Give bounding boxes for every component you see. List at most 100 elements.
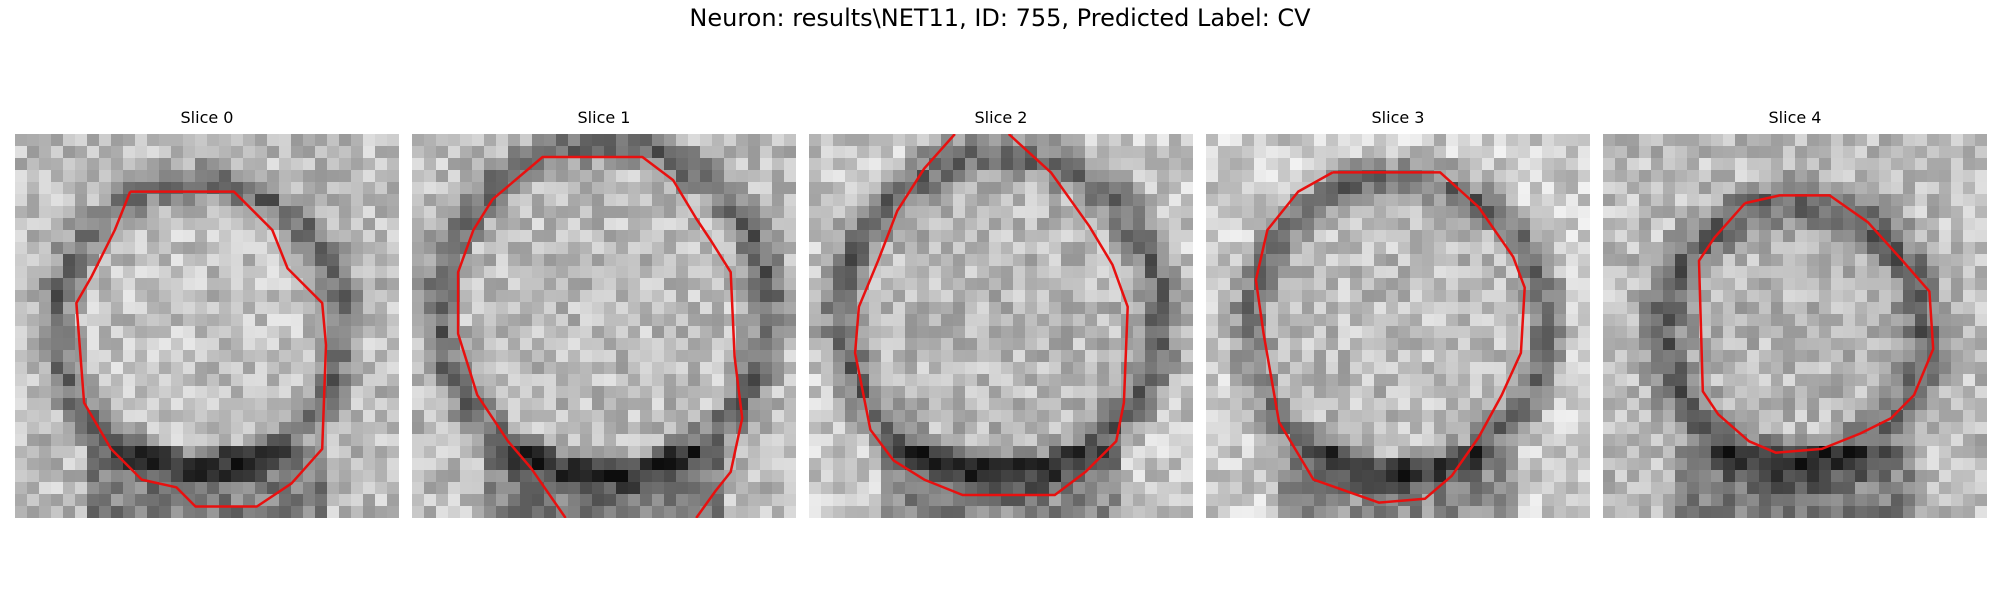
image-pixel xyxy=(1711,434,1724,447)
image-pixel xyxy=(1494,314,1507,327)
image-pixel xyxy=(1157,410,1170,423)
image-pixel xyxy=(1831,290,1844,303)
image-pixel xyxy=(195,446,208,459)
image-pixel xyxy=(833,422,846,435)
image-pixel xyxy=(1603,374,1616,387)
image-pixel xyxy=(1566,302,1579,315)
image-pixel xyxy=(303,266,316,279)
image-pixel xyxy=(496,398,509,411)
image-pixel xyxy=(15,338,28,351)
image-pixel xyxy=(63,446,76,459)
image-pixel xyxy=(1615,290,1628,303)
image-pixel xyxy=(436,398,449,411)
image-pixel xyxy=(1254,134,1267,147)
image-pixel xyxy=(448,338,461,351)
image-pixel xyxy=(1145,314,1158,327)
image-pixel xyxy=(688,434,701,447)
image-pixel xyxy=(1001,470,1014,483)
image-pixel xyxy=(1639,194,1652,207)
image-pixel xyxy=(412,398,425,411)
image-pixel xyxy=(1843,422,1856,435)
image-pixel xyxy=(424,470,437,483)
image-pixel xyxy=(207,350,220,363)
image-pixel xyxy=(1266,314,1279,327)
image-pixel xyxy=(965,302,978,315)
image-pixel xyxy=(760,230,773,243)
image-pixel xyxy=(953,494,966,507)
image-pixel xyxy=(1422,482,1435,495)
image-pixel xyxy=(724,374,737,387)
image-pixel xyxy=(941,470,954,483)
image-pixel xyxy=(135,134,148,147)
image-pixel xyxy=(460,458,473,471)
image-pixel xyxy=(1783,398,1796,411)
image-pixel xyxy=(1314,230,1327,243)
image-pixel xyxy=(1831,254,1844,267)
image-pixel xyxy=(929,206,942,219)
image-pixel xyxy=(195,326,208,339)
image-pixel xyxy=(1879,386,1892,399)
image-pixel xyxy=(1747,182,1760,195)
image-pixel xyxy=(616,362,629,375)
image-pixel xyxy=(724,206,737,219)
image-pixel xyxy=(1374,278,1387,291)
image-pixel xyxy=(532,314,545,327)
image-pixel xyxy=(279,158,292,171)
image-pixel xyxy=(953,146,966,159)
image-pixel xyxy=(1001,146,1014,159)
image-pixel xyxy=(135,254,148,267)
image-pixel xyxy=(1819,410,1832,423)
image-pixel xyxy=(207,326,220,339)
image-pixel xyxy=(676,506,689,518)
image-pixel xyxy=(736,290,749,303)
image-pixel xyxy=(568,446,581,459)
image-pixel xyxy=(628,434,641,447)
image-pixel xyxy=(51,446,64,459)
image-pixel xyxy=(1169,326,1182,339)
image-pixel xyxy=(869,506,882,518)
image-pixel xyxy=(1290,506,1303,518)
image-pixel xyxy=(1975,134,1987,147)
image-pixel xyxy=(809,506,822,518)
image-pixel xyxy=(772,206,785,219)
image-pixel xyxy=(1326,278,1339,291)
image-pixel xyxy=(893,290,906,303)
image-pixel xyxy=(1434,398,1447,411)
image-pixel xyxy=(448,362,461,375)
image-pixel xyxy=(255,206,268,219)
image-pixel xyxy=(171,146,184,159)
image-pixel xyxy=(1109,410,1122,423)
image-pixel xyxy=(1494,506,1507,518)
image-pixel xyxy=(351,398,364,411)
image-pixel xyxy=(1603,194,1616,207)
image-pixel xyxy=(688,158,701,171)
image-pixel xyxy=(1326,302,1339,315)
image-pixel xyxy=(1771,398,1784,411)
image-pixel xyxy=(1314,398,1327,411)
image-pixel xyxy=(736,362,749,375)
image-pixel xyxy=(472,290,485,303)
image-pixel xyxy=(1061,218,1074,231)
image-pixel xyxy=(1542,326,1555,339)
image-pixel xyxy=(1218,374,1231,387)
image-pixel xyxy=(1723,182,1736,195)
image-pixel xyxy=(1494,182,1507,195)
image-pixel xyxy=(135,374,148,387)
image-pixel xyxy=(580,230,593,243)
image-pixel xyxy=(652,446,665,459)
image-pixel xyxy=(845,182,858,195)
image-pixel xyxy=(953,386,966,399)
image-pixel xyxy=(881,134,894,147)
image-pixel xyxy=(243,266,256,279)
image-pixel xyxy=(1242,230,1255,243)
image-pixel xyxy=(1771,422,1784,435)
image-pixel xyxy=(1302,470,1315,483)
image-pixel xyxy=(736,266,749,279)
image-pixel xyxy=(1398,278,1411,291)
image-pixel xyxy=(881,326,894,339)
image-pixel xyxy=(484,314,497,327)
image-pixel xyxy=(905,458,918,471)
image-pixel xyxy=(568,266,581,279)
image-pixel xyxy=(1735,146,1748,159)
image-pixel xyxy=(387,350,399,363)
